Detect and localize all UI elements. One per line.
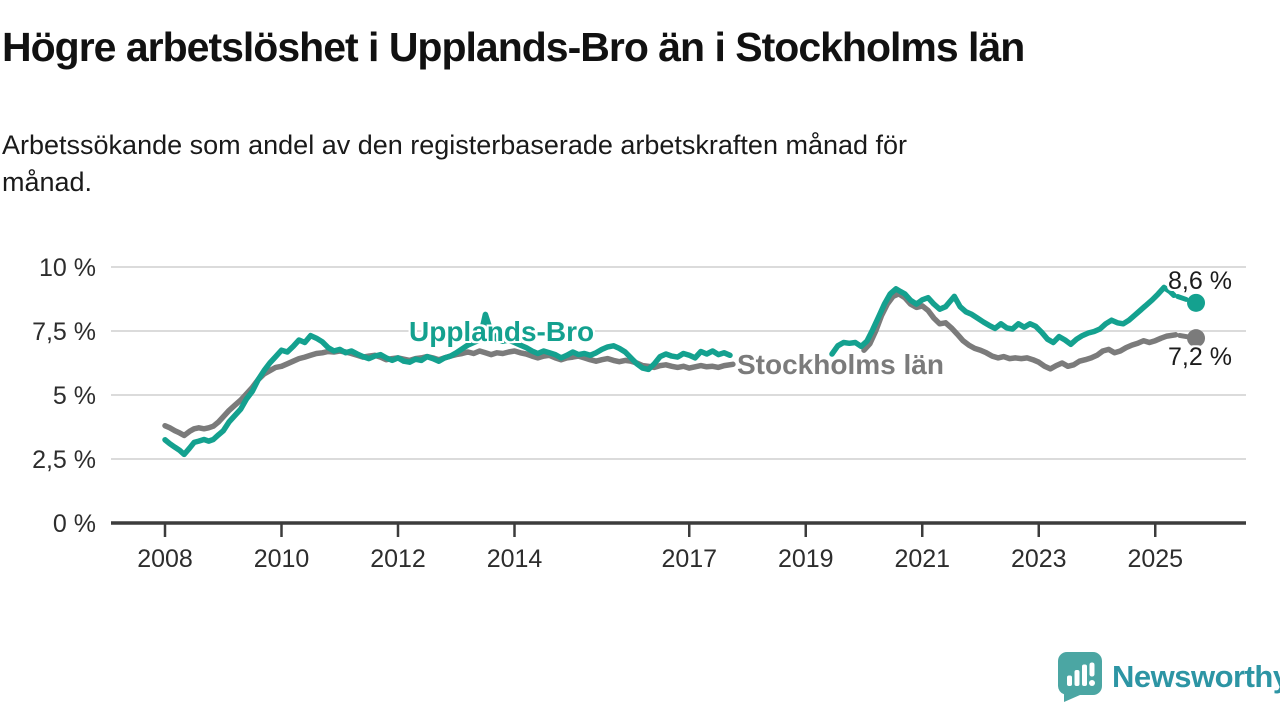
series-line-upplands-bro — [162, 311, 733, 458]
chart-subtitle-line1: Arbetssökande som andel av den registerb… — [2, 130, 908, 160]
x-axis-tick-label: 2017 — [661, 545, 717, 573]
end-value-label-stockholms-lan: 7,2 % — [1168, 343, 1232, 371]
series-dashed-latest-stockholms-l-n — [1173, 332, 1199, 341]
y-axis-tick-label: 10 % — [39, 254, 96, 282]
series-end-dot-stockholms-l-n — [1187, 329, 1206, 348]
chart-subtitle-line2: månad. — [2, 167, 93, 197]
x-axis-tick-label: 2010 — [254, 545, 310, 573]
x-axis-tick-label: 2021 — [894, 545, 950, 573]
newsworthy-logo-text: Newsworthy — [1112, 659, 1280, 694]
series-label-stockholms-lan: Stockholms län — [737, 349, 944, 380]
series-line-upplands-bro — [829, 284, 1177, 357]
chart-title: Högre arbetslöshet i Upplands-Bro än i S… — [2, 24, 1025, 70]
series-end-dot-upplands-bro — [1187, 293, 1206, 312]
y-axis-tick-label: 7,5 % — [32, 318, 96, 346]
series-label-upplands-bro: Upplands-Bro — [409, 316, 595, 347]
chart-subtitle: Arbetssökande som andel av den registerb… — [2, 127, 1222, 201]
y-axis-tick-label: 0 % — [53, 510, 96, 538]
y-axis-tick-label: 5 % — [53, 382, 96, 410]
x-axis-tick-label: 2014 — [487, 545, 543, 573]
x-axis-tick-label: 2025 — [1127, 545, 1183, 573]
newsworthy-logo[interactable]: Newsworthy — [1056, 651, 1280, 703]
x-axis-tick-label: 2023 — [1011, 545, 1067, 573]
y-axis-tick-label: 2,5 % — [32, 446, 96, 474]
newsworthy-logo-icon — [1058, 652, 1102, 702]
x-axis-tick-label: 2012 — [370, 545, 426, 573]
x-axis-tick-label: 2008 — [137, 545, 193, 573]
x-axis-tick-label: 2019 — [778, 545, 834, 573]
end-value-label-upplands-bro: 8,6 % — [1168, 267, 1232, 295]
series-line-stockholms-l-n — [861, 291, 1179, 372]
